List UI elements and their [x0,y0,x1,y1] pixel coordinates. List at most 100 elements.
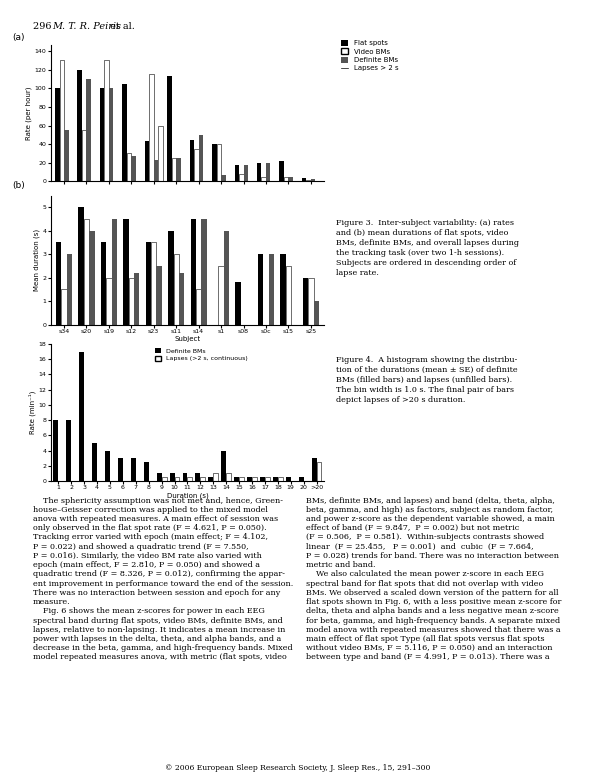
Bar [174,477,180,481]
Bar [236,282,241,325]
Bar [201,477,205,481]
Text: spectral band during flat spots, video BMs, definite BMs, and: spectral band during flat spots, video B… [33,616,283,625]
Bar [54,420,58,481]
Text: spectral band for flat spots that did not overlap with video: spectral band for flat spots that did no… [306,579,544,587]
Text: P = 0.028) trends for band. There was no interaction between: P = 0.028) trends for band. There was no… [306,552,559,560]
Bar [273,477,278,481]
Y-axis label: Rate (per hour): Rate (per hour) [26,86,32,140]
Bar [64,131,68,181]
Text: epoch (main effect, F = 2.810, P = 0.050) and showed a: epoch (main effect, F = 2.810, P = 0.050… [33,561,260,569]
Bar [252,477,257,481]
Bar [280,161,284,181]
Bar [266,163,271,181]
Bar [118,458,123,481]
Bar [61,289,67,325]
Text: metric and band.: metric and band. [306,561,376,569]
Text: beta, gamma, and high) as factors, subject as random factor,: beta, gamma, and high) as factors, subje… [306,506,553,514]
Bar [105,450,110,481]
Text: Figure 3.  Inter-subject variability: (a) rates
and (b) mean durations of flat s: Figure 3. Inter-subject variability: (a)… [336,219,519,278]
Bar [123,84,127,181]
Bar [226,473,231,481]
Bar [286,266,291,325]
Text: (F = 0.506,  P = 0.581).  Within-subjects contrasts showed: (F = 0.506, P = 0.581). Within-subjects … [306,533,544,541]
Bar [172,158,176,181]
Text: Tracking error varied with epoch (main effect; F = 4.102,: Tracking error varied with epoch (main e… [33,533,268,541]
Bar [109,88,114,181]
Bar [101,242,107,325]
Bar [261,177,266,181]
Text: effect of band (F = 9.847,  P = 0.002) but not metric: effect of band (F = 9.847, P = 0.002) bu… [306,524,519,533]
Bar [258,254,263,325]
Bar [196,289,201,325]
Bar [131,458,136,481]
Bar [234,165,239,181]
Bar [167,76,172,181]
Bar [100,88,104,181]
Bar [56,242,61,325]
Text: lapses, relative to non-lapsing. It indicates a mean increase in: lapses, relative to non-lapsing. It indi… [33,626,285,633]
Bar [129,278,134,325]
Text: without video BMs, F = 5.116, P = 0.050) and an interaction: without video BMs, F = 5.116, P = 0.050)… [306,644,553,652]
Bar [317,462,321,481]
Bar [303,278,308,325]
Text: The sphericity assumption was not met and, hence, Green-: The sphericity assumption was not met an… [33,497,283,504]
Bar [77,70,82,181]
Bar [208,477,213,481]
Bar [162,477,167,481]
Text: delta, theta and alpha bands and a less negative mean z-score: delta, theta and alpha bands and a less … [306,608,559,615]
Text: model repeated measures anova, with metric (flat spots, video: model repeated measures anova, with metr… [33,654,286,662]
Bar [104,60,109,181]
Bar [289,177,293,181]
Bar [278,477,283,481]
Bar [234,477,239,481]
Text: We also calculated the mean power z-score in each EEG: We also calculated the mean power z-scor… [306,570,544,579]
Bar [284,177,289,181]
Bar [79,207,84,325]
Bar [217,144,221,181]
Bar [145,142,149,181]
Bar [146,242,151,325]
Bar [134,273,139,325]
Bar [239,477,244,481]
Legend: Definite BMs, Lapses (>2 s, continuous): Definite BMs, Lapses (>2 s, continuous) [154,347,249,363]
Bar [311,178,315,181]
X-axis label: Subject: Subject [174,336,201,343]
Bar [144,462,149,481]
Bar [194,149,199,181]
Bar [84,219,89,325]
Bar [239,174,243,181]
Text: linear  (F = 25.455,   P = 0.001)  and  cubic  (F = 7.664,: linear (F = 25.455, P = 0.001) and cubic… [306,543,534,551]
Text: © 2006 European Sleep Research Society, J. Sleep Res., 15, 291–300: © 2006 European Sleep Research Society, … [165,764,430,772]
Bar [55,88,60,181]
Text: ent improvement in performance toward the end of the session.: ent improvement in performance toward th… [33,579,293,587]
Y-axis label: Mean duration (s): Mean duration (s) [33,229,40,291]
Text: model anova with repeated measures showed that there was a: model anova with repeated measures showe… [306,626,561,633]
Text: and power z-score as the dependent variable showed, a main: and power z-score as the dependent varia… [306,515,555,523]
Text: (a): (a) [12,33,25,41]
X-axis label: Duration (s): Duration (s) [167,493,208,500]
Text: house–Geisser correction was applied to the mixed model: house–Geisser correction was applied to … [33,506,268,514]
Text: power with lapses in the delta, theta, and alpha bands, and a: power with lapses in the delta, theta, a… [33,635,281,643]
Bar [66,420,71,481]
Bar [299,477,303,481]
Bar [280,254,286,325]
Bar [107,278,112,325]
Bar [60,60,64,181]
Text: measure.: measure. [33,598,70,606]
Text: P = 0.016). Similarly, the video BM rate also varied with: P = 0.016). Similarly, the video BM rate… [33,552,262,560]
Bar [257,163,261,181]
Text: There was no interaction between session and epoch for any: There was no interaction between session… [33,589,280,597]
Bar [221,450,226,481]
Bar [195,473,201,481]
Text: BMs, definite BMs, and lapses) and band (delta, theta, alpha,: BMs, definite BMs, and lapses) and band … [306,497,555,504]
Bar [183,473,187,481]
Bar [174,254,179,325]
Bar [314,301,319,325]
Bar [265,477,270,481]
Bar [187,477,192,481]
Text: Fig. 6 shows the mean z-scores for power in each EEG: Fig. 6 shows the mean z-scores for power… [33,608,265,615]
Text: between type and band (F = 4.991, P = 0.013). There was a: between type and band (F = 4.991, P = 0.… [306,654,550,662]
Bar [154,160,158,181]
Bar [156,266,162,325]
Bar [176,158,181,181]
